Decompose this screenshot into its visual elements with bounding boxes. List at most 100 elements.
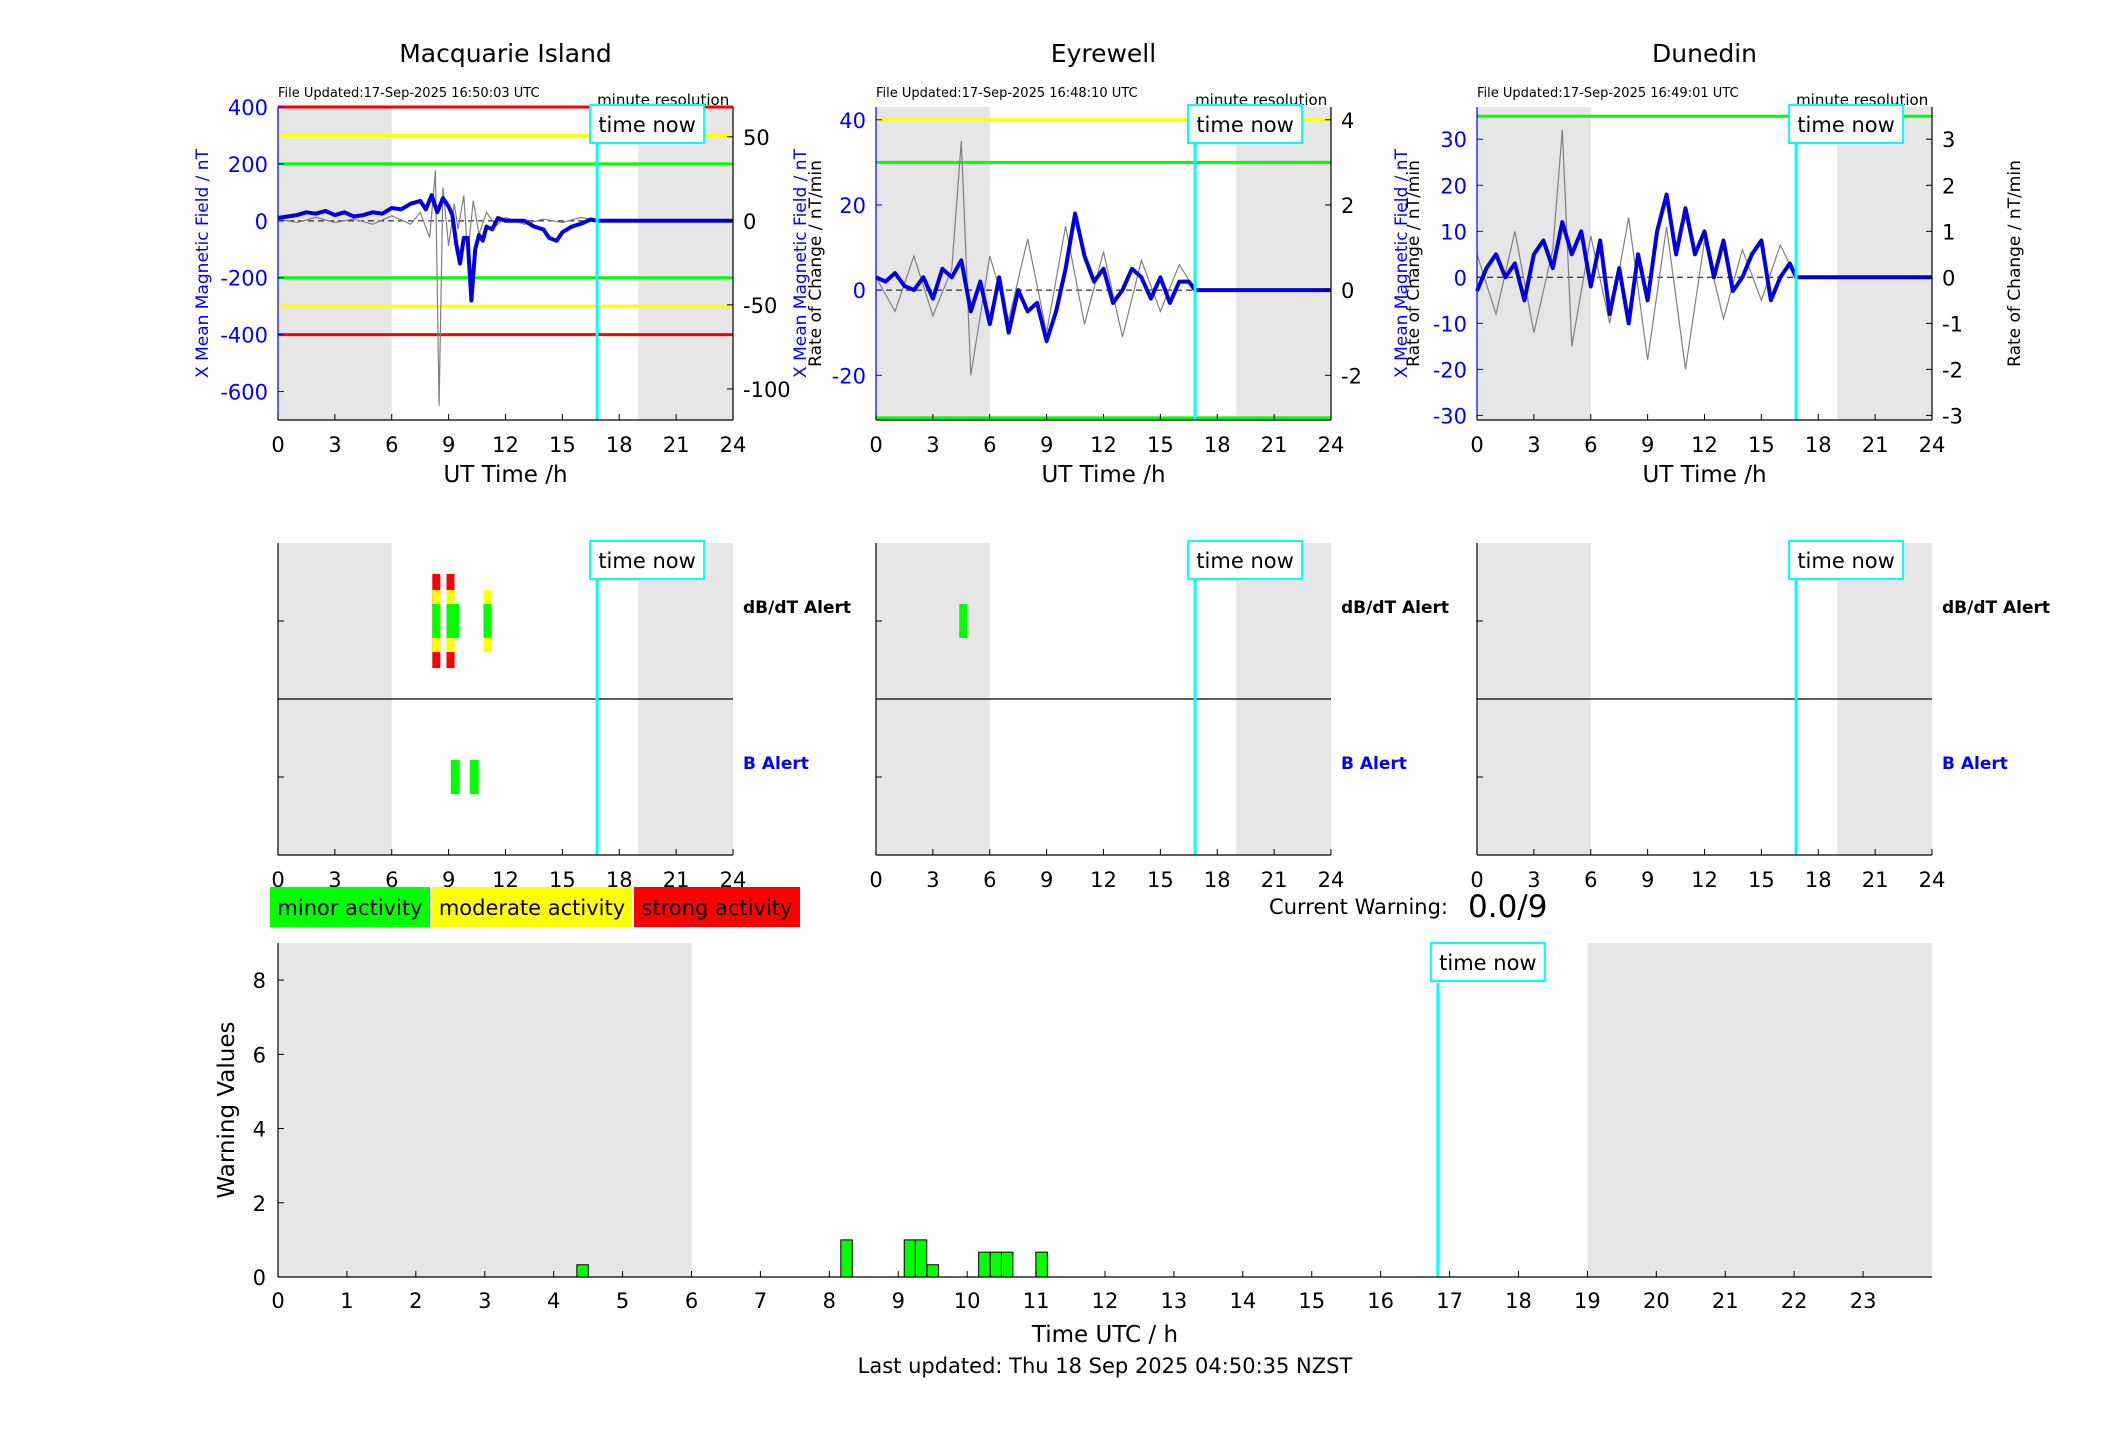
x-tick-label: 5 xyxy=(616,1289,629,1313)
x-tick-label: 12 xyxy=(1691,433,1718,457)
mean-field-series xyxy=(1475,192,1932,326)
dbdt-alert-bar-level-1 xyxy=(446,604,455,638)
panel-title: Eyrewell xyxy=(1051,39,1156,68)
warning-bar xyxy=(576,1264,589,1278)
y2-tick-label: -2 xyxy=(1341,364,1362,388)
x-tick-label: 15 xyxy=(1147,433,1174,457)
y-tick-label: 6 xyxy=(253,1043,266,1067)
y-tick-label: -30 xyxy=(1433,404,1467,428)
mean-field-series xyxy=(875,211,1331,344)
x-tick-label: 0 xyxy=(271,868,284,892)
x-tick-label: 0 xyxy=(869,433,882,457)
y2-tick-label: -3 xyxy=(1942,404,1963,428)
dbdt-alert-label: dB/dT Alert xyxy=(743,598,851,618)
time-now-box xyxy=(1788,104,1905,144)
x-tick-label: 3 xyxy=(328,433,341,457)
dbdt-alert-bar-level-1 xyxy=(959,604,968,638)
rate-of-change-series xyxy=(875,141,1196,376)
x-tick-label: 9 xyxy=(1641,868,1654,892)
x-tick-label: 9 xyxy=(442,868,455,892)
warning-bar xyxy=(989,1251,1003,1278)
activity-legend: minor activity moderate activity strong ac… xyxy=(270,887,800,927)
x-tick-label: 24 xyxy=(1318,433,1345,457)
panel-title: Macquarie Island xyxy=(399,39,612,68)
b-alert-label: B Alert xyxy=(743,754,809,774)
y2-tick-label: 0 xyxy=(1942,266,1955,290)
y2-tick-label: 50 xyxy=(743,126,770,150)
warning-bar xyxy=(903,1239,917,1278)
y2-tick-label: 0 xyxy=(743,210,756,234)
x-tick-label: 3 xyxy=(1527,433,1540,457)
right-y-axis-label: Rate of Change / nT/min xyxy=(1404,160,1424,367)
left-y-axis-label: X Mean Magnetic Field / nT xyxy=(193,148,213,378)
x-tick-label: 3 xyxy=(478,1289,491,1313)
b-alert-bar xyxy=(450,760,460,794)
y-tick-label: 20 xyxy=(1440,174,1467,198)
x-tick-label: 18 xyxy=(1204,433,1231,457)
x-axis-label: UT Time /h xyxy=(1041,462,1165,488)
x-tick-label: 17 xyxy=(1436,1289,1463,1313)
warning-bar xyxy=(1000,1251,1014,1278)
dbdt-alert-label: dB/dT Alert xyxy=(1341,598,1449,618)
current-warning-label: Current Warning: xyxy=(1269,895,1448,919)
x-tick-label: 15 xyxy=(1748,433,1775,457)
x-tick-label: 18 xyxy=(1805,433,1832,457)
time-now-box xyxy=(589,540,706,580)
dbdt-alert-label: dB/dT Alert xyxy=(1942,598,2050,618)
time-now-label: time now xyxy=(598,549,695,573)
y-tick-label: 200 xyxy=(228,153,268,177)
night-shade xyxy=(1587,943,1932,1277)
y2-tick-label: -2 xyxy=(1942,358,1963,382)
y2-tick-label: -50 xyxy=(743,294,777,318)
b-alert-bar xyxy=(469,760,479,794)
y-tick-label: 30 xyxy=(1440,128,1467,152)
warning-bar xyxy=(926,1264,939,1278)
x-tick-label: 24 xyxy=(720,433,747,457)
y2-tick-label: -1 xyxy=(1942,312,1963,336)
time-now-box xyxy=(1429,942,1546,982)
x-tick-label: 21 xyxy=(1862,868,1889,892)
x-tick-label: 3 xyxy=(926,868,939,892)
right-y-axis-label: Rate of Change / nT/min xyxy=(2005,160,2025,367)
x-tick-label: 15 xyxy=(1748,868,1775,892)
x-tick-label: 19 xyxy=(1574,1289,1601,1313)
x-tick-label: 16 xyxy=(1367,1289,1394,1313)
x-tick-label: 9 xyxy=(442,433,455,457)
legend-swatch-3 xyxy=(634,887,800,927)
b-alert-label: B Alert xyxy=(1942,754,2008,774)
x-tick-label: 6 xyxy=(1584,868,1597,892)
y2-tick-label: 2 xyxy=(1341,194,1354,218)
y2-tick-label: 3 xyxy=(1942,128,1955,152)
alert-panel-3: time now 0 3 6 9 12 15 18 21 24 dB/dT Alert B Alert xyxy=(1470,540,2050,892)
x-tick-label: 2 xyxy=(409,1289,422,1313)
x-tick-label: 6 xyxy=(983,868,996,892)
x-tick-label: 3 xyxy=(926,433,939,457)
time-now-label: time now xyxy=(1196,113,1293,137)
time-now-box xyxy=(589,104,706,144)
x-tick-label: 14 xyxy=(1229,1289,1256,1313)
x-tick-label: 1 xyxy=(340,1289,353,1313)
time-now-label: time now xyxy=(1439,951,1536,975)
x-tick-label: 6 xyxy=(1584,433,1597,457)
legend-swatch-1 xyxy=(270,887,430,927)
x-tick-label: 23 xyxy=(1850,1289,1877,1313)
time-now-label: time now xyxy=(1196,549,1293,573)
y-tick-label: -600 xyxy=(220,381,268,405)
rate-of-change-series xyxy=(1476,129,1797,370)
x-tick-label: 21 xyxy=(1261,433,1288,457)
b-alert-label: B Alert xyxy=(1341,754,1407,774)
y-tick-label: -400 xyxy=(220,324,268,348)
x-tick-label: 24 xyxy=(1919,433,1946,457)
x-tick-label: 3 xyxy=(328,868,341,892)
legend-swatch-2 xyxy=(432,887,632,927)
x-tick-label: 9 xyxy=(1641,433,1654,457)
x-tick-label: 0 xyxy=(271,1289,284,1313)
time-now-label: time now xyxy=(598,113,695,137)
time-now-box xyxy=(1187,104,1304,144)
x-tick-label: 15 xyxy=(1147,868,1174,892)
legend-label-2: moderate activity xyxy=(439,896,625,920)
current-warning-value: 0.0/9 xyxy=(1468,889,1547,925)
